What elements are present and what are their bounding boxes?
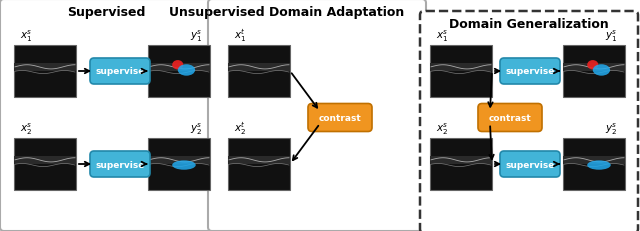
Ellipse shape bbox=[587, 61, 598, 70]
FancyBboxPatch shape bbox=[0, 0, 212, 231]
Text: contrast: contrast bbox=[319, 113, 362, 122]
Text: supervise: supervise bbox=[95, 160, 145, 169]
Text: $y_2^s$: $y_2^s$ bbox=[605, 121, 617, 137]
Text: $x_1^s$: $x_1^s$ bbox=[436, 28, 448, 44]
FancyBboxPatch shape bbox=[563, 157, 625, 164]
Text: Domain Generalization: Domain Generalization bbox=[449, 18, 609, 31]
FancyBboxPatch shape bbox=[308, 104, 372, 132]
FancyBboxPatch shape bbox=[90, 59, 150, 85]
FancyBboxPatch shape bbox=[148, 64, 210, 72]
Text: supervise: supervise bbox=[506, 160, 555, 169]
FancyBboxPatch shape bbox=[563, 64, 625, 72]
FancyBboxPatch shape bbox=[228, 64, 290, 72]
FancyBboxPatch shape bbox=[563, 138, 625, 190]
FancyBboxPatch shape bbox=[420, 12, 638, 231]
FancyBboxPatch shape bbox=[500, 59, 560, 85]
Text: supervise: supervise bbox=[95, 67, 145, 76]
FancyBboxPatch shape bbox=[430, 64, 492, 72]
Text: $y_1^s$: $y_1^s$ bbox=[605, 28, 617, 44]
Text: $x_1^s$: $x_1^s$ bbox=[20, 28, 32, 44]
Ellipse shape bbox=[593, 65, 610, 76]
Text: supervise: supervise bbox=[506, 67, 555, 76]
Text: $x_2^s$: $x_2^s$ bbox=[436, 121, 448, 137]
FancyBboxPatch shape bbox=[563, 46, 625, 97]
FancyBboxPatch shape bbox=[148, 46, 210, 97]
Text: $y_2^s$: $y_2^s$ bbox=[189, 121, 202, 137]
Ellipse shape bbox=[178, 65, 195, 76]
FancyBboxPatch shape bbox=[430, 46, 492, 97]
FancyBboxPatch shape bbox=[14, 138, 76, 190]
Text: $y_1^s$: $y_1^s$ bbox=[189, 28, 202, 44]
FancyBboxPatch shape bbox=[14, 157, 76, 164]
FancyBboxPatch shape bbox=[228, 138, 290, 190]
Text: Supervised: Supervised bbox=[67, 6, 145, 19]
Ellipse shape bbox=[587, 161, 611, 170]
FancyBboxPatch shape bbox=[500, 151, 560, 177]
FancyBboxPatch shape bbox=[90, 151, 150, 177]
Text: $x_1^t$: $x_1^t$ bbox=[234, 27, 246, 44]
FancyBboxPatch shape bbox=[478, 104, 542, 132]
FancyBboxPatch shape bbox=[208, 0, 426, 231]
FancyBboxPatch shape bbox=[14, 46, 76, 97]
FancyBboxPatch shape bbox=[430, 157, 492, 164]
FancyBboxPatch shape bbox=[430, 138, 492, 190]
FancyBboxPatch shape bbox=[148, 157, 210, 164]
FancyBboxPatch shape bbox=[228, 157, 290, 164]
Text: Unsupervised Domain Adaptation: Unsupervised Domain Adaptation bbox=[170, 6, 404, 19]
Text: $x_2^s$: $x_2^s$ bbox=[20, 121, 32, 137]
Text: contrast: contrast bbox=[488, 113, 531, 122]
FancyBboxPatch shape bbox=[228, 46, 290, 97]
FancyBboxPatch shape bbox=[14, 64, 76, 72]
FancyBboxPatch shape bbox=[148, 138, 210, 190]
Ellipse shape bbox=[172, 61, 183, 70]
Ellipse shape bbox=[172, 161, 196, 170]
Text: $x_2^t$: $x_2^t$ bbox=[234, 120, 246, 137]
